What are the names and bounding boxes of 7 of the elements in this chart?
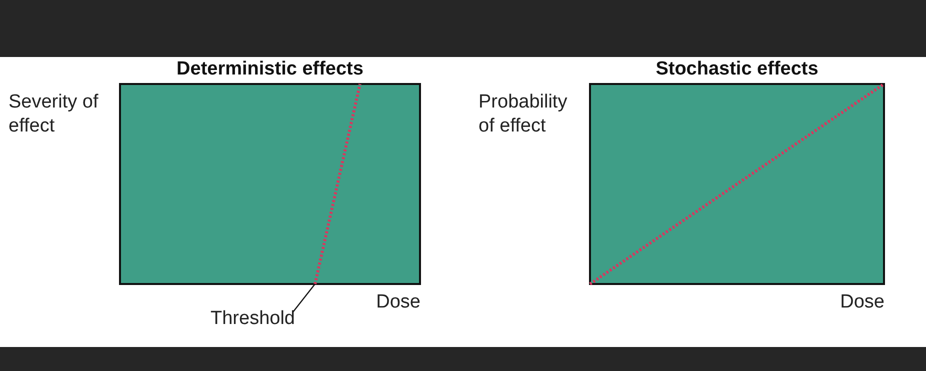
x-axis-title: Dose xyxy=(840,292,884,312)
text: Threshold xyxy=(210,308,295,329)
y-axis-title: Probability of effect xyxy=(478,92,568,136)
chart-title: Deterministic effects xyxy=(176,58,364,80)
y-axis-title: Severity of effect xyxy=(8,92,99,136)
chart-title: Stochastic effects xyxy=(656,58,818,80)
x-axis-title: Dose xyxy=(376,292,420,312)
